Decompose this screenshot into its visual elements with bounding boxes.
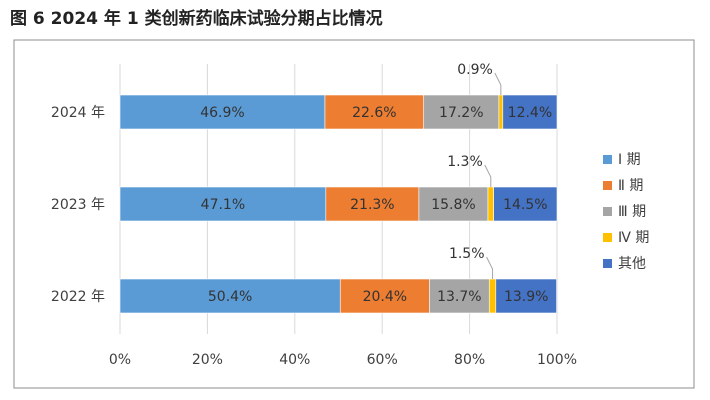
legend-swatch [603,155,612,164]
data-label: 50.4% [208,289,252,305]
data-label: 13.7% [437,289,481,305]
data-label: 17.2% [439,105,483,121]
x-tick-label: 100% [537,352,577,368]
leader-line [486,256,494,279]
data-label: 47.1% [201,197,245,213]
bar-segment [429,278,490,314]
data-label: 14.5% [503,197,547,213]
category-label: 2022 年 [51,289,105,305]
bar-segment [488,278,497,314]
x-tick-label: 0% [109,352,131,368]
data-label: 12.4% [508,105,552,121]
data-label: 15.8% [431,197,475,213]
legend-label: Ⅲ 期 [618,204,646,220]
legend-label: Ⅳ 期 [618,230,649,246]
data-label: 21.3% [350,197,394,213]
x-tick-label: 40% [279,352,310,368]
bar-segment [418,186,489,222]
figure-title: 图 6 2024 年 1 类创新药临床试验分期占比情况 [10,9,383,29]
bar-segment [493,186,558,222]
bar-segment [487,186,494,222]
chart-frame [13,39,695,389]
legend-label: Ⅰ 期 [618,152,641,168]
x-tick-label: 80% [454,352,485,368]
bar-segment [325,186,420,222]
category-labels: 2024 年 2023 年 2022 年 [51,105,105,305]
bar-segment [423,94,500,130]
legend: Ⅰ 期 Ⅱ 期 Ⅲ 期 Ⅳ 期其他 [603,152,649,272]
bar-segment [339,278,430,314]
data-label: 1.5% [449,246,485,262]
bar-segment [119,278,341,314]
legend-swatch [603,207,612,216]
data-label: 22.6% [352,105,396,121]
x-tick-labels: 0% 20% 40% 60% 80% 100% [109,352,577,368]
category-label: 2023 年 [51,197,105,213]
bar-segment [502,94,558,130]
data-label: 1.3% [447,154,483,170]
legend-swatch [603,233,612,242]
leader-line [494,72,502,95]
data-label: 0.9% [457,62,493,78]
bars: 46.9% 22.6% 17.2% 0.9% 12.4% 47.1% 21.3% 15.8% 1… [119,62,558,314]
data-label: 13.9% [504,289,548,305]
legend-label: 其他 [618,256,646,272]
bar-segment [495,278,557,314]
data-label: 46.9% [200,105,244,121]
bar-segment [119,186,327,222]
bar-segment [324,94,425,130]
bar-segment [498,94,504,130]
legend-swatch [603,259,612,268]
legend-swatch [603,181,612,190]
x-tick-label: 20% [192,352,223,368]
data-label: 20.4% [363,289,407,305]
leader-line [484,164,492,187]
category-label: 2024 年 [51,105,105,121]
x-tick-label: 60% [367,352,398,368]
legend-label: Ⅱ 期 [618,178,643,194]
